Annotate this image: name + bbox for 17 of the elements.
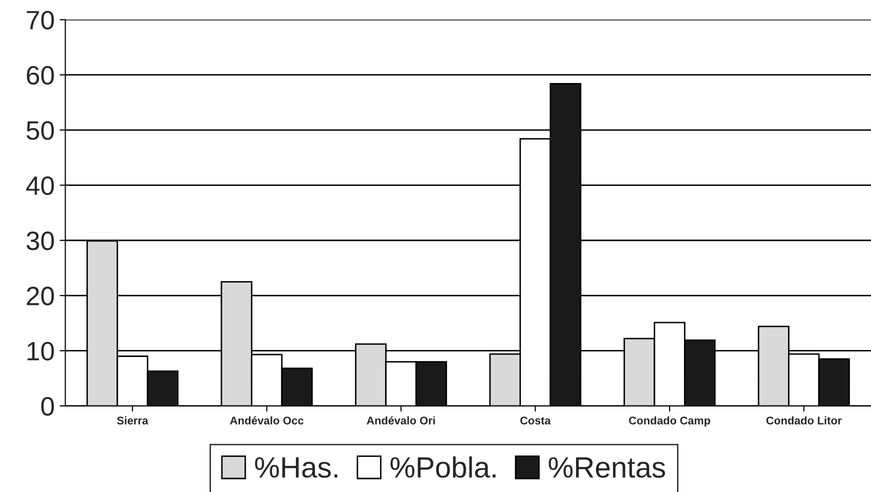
x-tick-label: Condado Camp (628, 416, 710, 427)
x-tick-label: Condado Litor (766, 416, 842, 424)
legend-label: %Has. (255, 457, 338, 478)
y-tick-label: 50 (26, 121, 54, 140)
y-tick-label: 10 (28, 342, 54, 361)
x-tick-label: Sierra (117, 416, 148, 424)
y-tick-label: 70 (26, 10, 54, 30)
y-tick-label: 0 (41, 397, 54, 416)
y-tick-label: 60 (26, 66, 54, 85)
y-tick-label: 20 (26, 286, 54, 306)
y-tick-label: 30 (26, 232, 54, 250)
x-tick-label: Costa (520, 416, 551, 424)
legend-label: %Pobla. (390, 456, 496, 478)
y-tick-label: 40 (26, 176, 54, 196)
x-tick-label: Andévalo Ori (366, 416, 435, 424)
legend-label: %Rentas (548, 457, 666, 478)
x-tick-label: Andévalo Occ (230, 416, 304, 424)
